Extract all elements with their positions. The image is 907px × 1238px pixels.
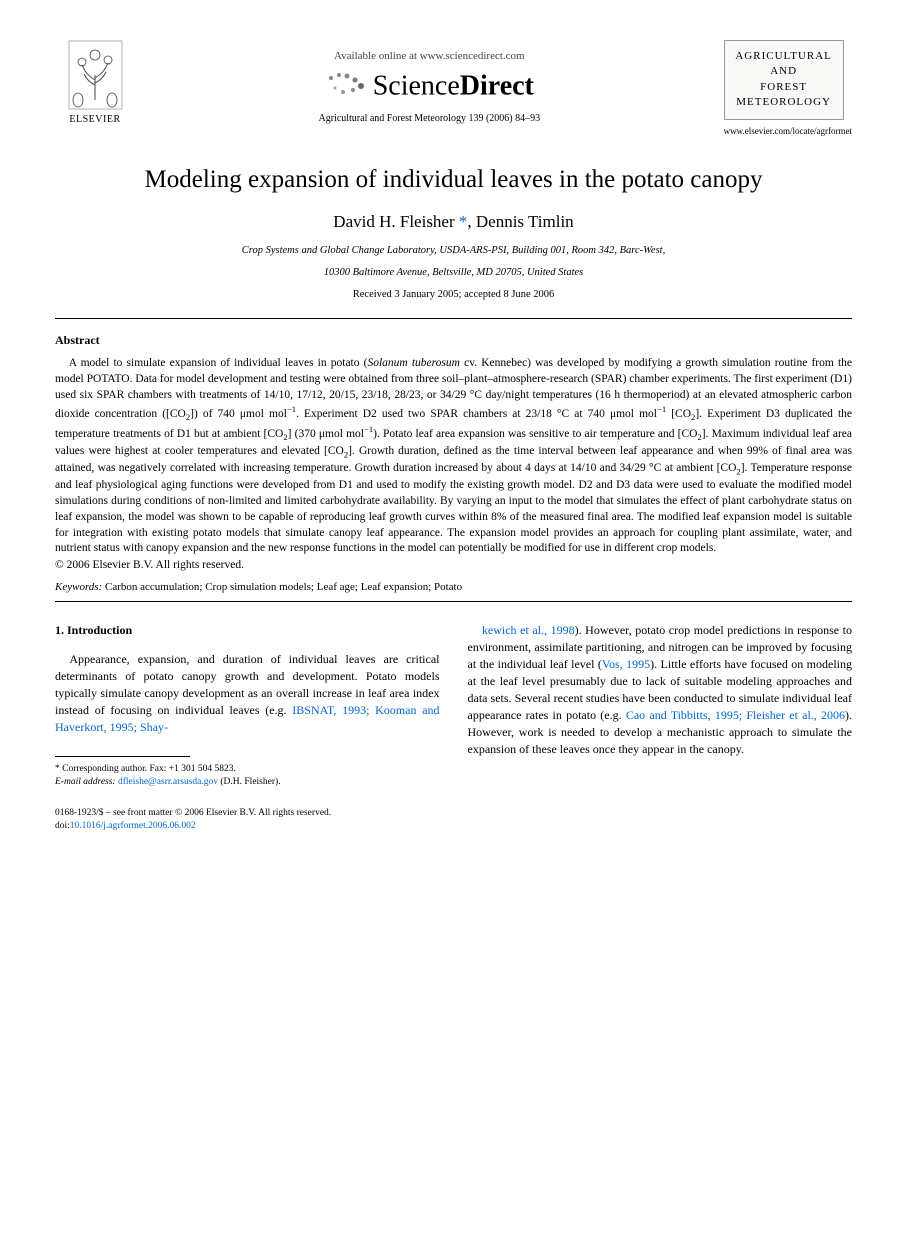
- journal-url: www.elsevier.com/locate/agrformet: [724, 126, 852, 136]
- publisher-logo: ELSEVIER: [55, 40, 135, 125]
- journal-name-l3: FOREST: [731, 80, 837, 95]
- footnote-rule: [55, 756, 190, 757]
- email-footnote: E-mail address: dfleishe@asrr.arsusda.go…: [55, 776, 440, 789]
- article-dates: Received 3 January 2005; accepted 8 June…: [55, 289, 852, 300]
- journal-name-l4: METEOROLOGY: [731, 95, 837, 110]
- doi-link[interactable]: 10.1016/j.agrformet.2006.06.002: [70, 821, 196, 831]
- available-online-text: Available online at www.sciencedirect.co…: [135, 50, 724, 62]
- page-header: ELSEVIER Available online at www.science…: [55, 40, 852, 136]
- keywords: Keywords: Carbon accumulation; Crop simu…: [55, 581, 852, 593]
- article-title: Modeling expansion of individual leaves …: [55, 166, 852, 194]
- journal-cover: AGRICULTURAL AND FOREST METEOROLOGY: [724, 40, 844, 120]
- publisher-name: ELSEVIER: [55, 114, 135, 125]
- email-label: E-mail address:: [55, 777, 116, 787]
- body-columns: 1. Introduction Appearance, expansion, a…: [55, 622, 852, 789]
- sd-swirl-icon: [325, 70, 369, 103]
- intro-para-right: kewich et al., 1998). However, potato cr…: [468, 622, 853, 758]
- journal-name-l2: AND: [731, 64, 837, 79]
- keywords-text: Carbon accumulation; Crop simulation mod…: [102, 581, 462, 593]
- column-left: 1. Introduction Appearance, expansion, a…: [55, 622, 440, 789]
- abstract-body: A model to simulate expansion of individ…: [55, 356, 852, 557]
- column-right: kewich et al., 1998). However, potato cr…: [468, 622, 853, 789]
- keywords-label: Keywords:: [55, 581, 102, 593]
- journal-reference: Agricultural and Forest Meteorology 139 …: [135, 113, 724, 124]
- sciencedirect-logo: ScienceDirect: [135, 70, 724, 103]
- elsevier-tree-icon: [68, 40, 123, 110]
- journal-block: AGRICULTURAL AND FOREST METEOROLOGY www.…: [724, 40, 852, 136]
- affiliation-line2: 10300 Baltimore Avenue, Beltsville, MD 2…: [55, 266, 852, 281]
- issn-line: 0168-1923/$ – see front matter © 2006 El…: [55, 807, 852, 820]
- rule-top: [55, 318, 852, 319]
- sd-brand-light: Science: [373, 71, 460, 102]
- center-header: Available online at www.sciencedirect.co…: [135, 40, 724, 124]
- section-1-heading: 1. Introduction: [55, 622, 440, 639]
- abstract-copyright: © 2006 Elsevier B.V. All rights reserved…: [55, 559, 852, 571]
- authors: David H. Fleisher *, Dennis Timlin: [55, 212, 852, 232]
- email-author: (D.H. Fleisher).: [218, 777, 281, 787]
- sd-brand-bold: Direct: [460, 71, 534, 102]
- intro-para-left: Appearance, expansion, and duration of i…: [55, 651, 440, 736]
- email-link[interactable]: dfleishe@asrr.arsusda.gov: [118, 777, 218, 787]
- page-footer: 0168-1923/$ – see front matter © 2006 El…: [55, 807, 852, 833]
- abstract-heading: Abstract: [55, 333, 852, 348]
- doi-label: doi:: [55, 821, 70, 831]
- rule-bottom: [55, 601, 852, 602]
- doi-line: doi:10.1016/j.agrformet.2006.06.002: [55, 820, 852, 833]
- sd-brand-text: ScienceDirect: [373, 71, 534, 102]
- affiliation-line1: Crop Systems and Global Change Laborator…: [55, 244, 852, 259]
- corresponding-footnote: * Corresponding author. Fax: +1 301 504 …: [55, 763, 440, 776]
- journal-name-l1: AGRICULTURAL: [731, 49, 837, 64]
